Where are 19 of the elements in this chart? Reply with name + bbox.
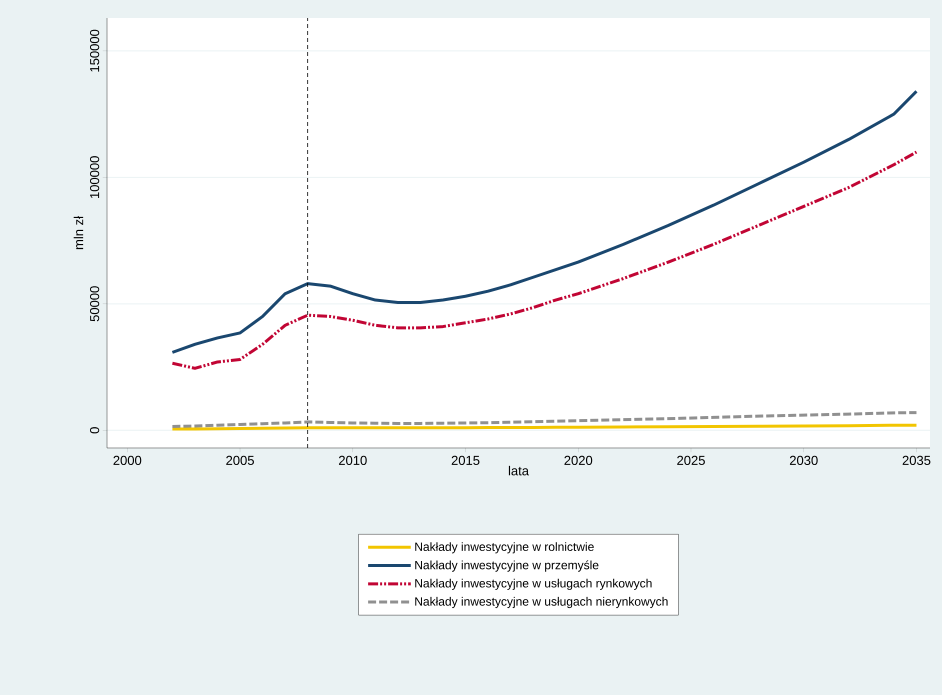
x-tick-label: 2035 bbox=[902, 456, 930, 465]
x-tick-label: 2010 bbox=[338, 456, 367, 465]
y-tick-label: 100000 bbox=[90, 156, 100, 198]
legend-label: Nakłady inwestycyjne w usługach nierynkowych bbox=[415, 596, 668, 608]
y-tick-label: 150000 bbox=[90, 30, 100, 72]
line-series bbox=[170, 150, 918, 370]
legend-label: Nakłady inwestycyjne w usługach rynkowych bbox=[415, 578, 652, 590]
y-tick-label: 0 bbox=[90, 427, 100, 434]
x-tick-label: 2015 bbox=[452, 456, 480, 465]
legend-label: Nakłady inwestycyjne w przemyśle bbox=[415, 560, 598, 572]
y-axis-title: mln zł bbox=[74, 216, 84, 250]
x-axis-title: lata bbox=[508, 466, 529, 476]
x-tick-label: 2020 bbox=[564, 456, 592, 465]
y-tick-label: 50000 bbox=[90, 286, 100, 322]
x-tick-label: 2030 bbox=[790, 456, 818, 465]
legend-label: Nakłady inwestycyjne w rolnictwie bbox=[415, 542, 594, 554]
x-tick-label: 2005 bbox=[226, 456, 254, 465]
x-tick-label: 2025 bbox=[677, 456, 705, 465]
x-tick-label: 2000 bbox=[114, 456, 142, 465]
